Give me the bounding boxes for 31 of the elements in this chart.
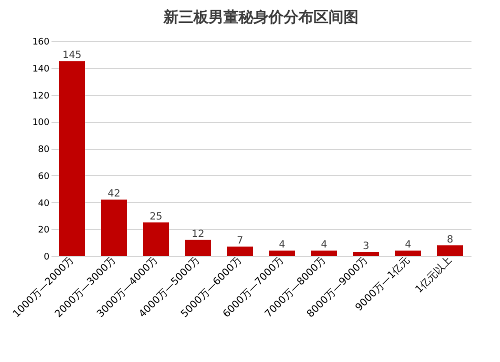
y-tick-label: 140 xyxy=(32,64,50,74)
bar xyxy=(227,246,253,256)
y-tick-label: 0 xyxy=(44,252,50,262)
y-tick-label: 80 xyxy=(38,145,50,155)
y-tick-label: 120 xyxy=(32,91,50,102)
y-tick-label: 40 xyxy=(38,198,50,209)
y-tick-label: 20 xyxy=(38,226,50,236)
data-label: 145 xyxy=(62,50,82,62)
bar xyxy=(59,61,85,256)
bar xyxy=(311,250,337,256)
bar xyxy=(185,240,211,256)
x-tick-label: 1亿元以上 xyxy=(412,254,454,296)
data-label: 4 xyxy=(278,240,286,251)
data-label: 4 xyxy=(404,240,412,251)
data-label: 7 xyxy=(236,236,244,247)
y-tick-label: 100 xyxy=(32,118,50,128)
bar xyxy=(353,252,379,256)
bar xyxy=(437,245,463,256)
bar xyxy=(395,250,421,256)
data-label: 3 xyxy=(362,240,370,252)
y-tick-label: 160 xyxy=(32,38,50,48)
data-label: 12 xyxy=(192,228,204,240)
data-label: 8 xyxy=(446,234,454,246)
chart-title: 新三板男董秘身价分布区间图 xyxy=(162,8,358,26)
y-tick-label: 60 xyxy=(38,172,50,182)
data-label: 4 xyxy=(320,240,328,251)
data-label: 25 xyxy=(150,211,162,222)
bar xyxy=(143,222,169,256)
bar xyxy=(269,250,295,256)
data-label: 42 xyxy=(108,188,120,200)
bar xyxy=(101,200,127,256)
